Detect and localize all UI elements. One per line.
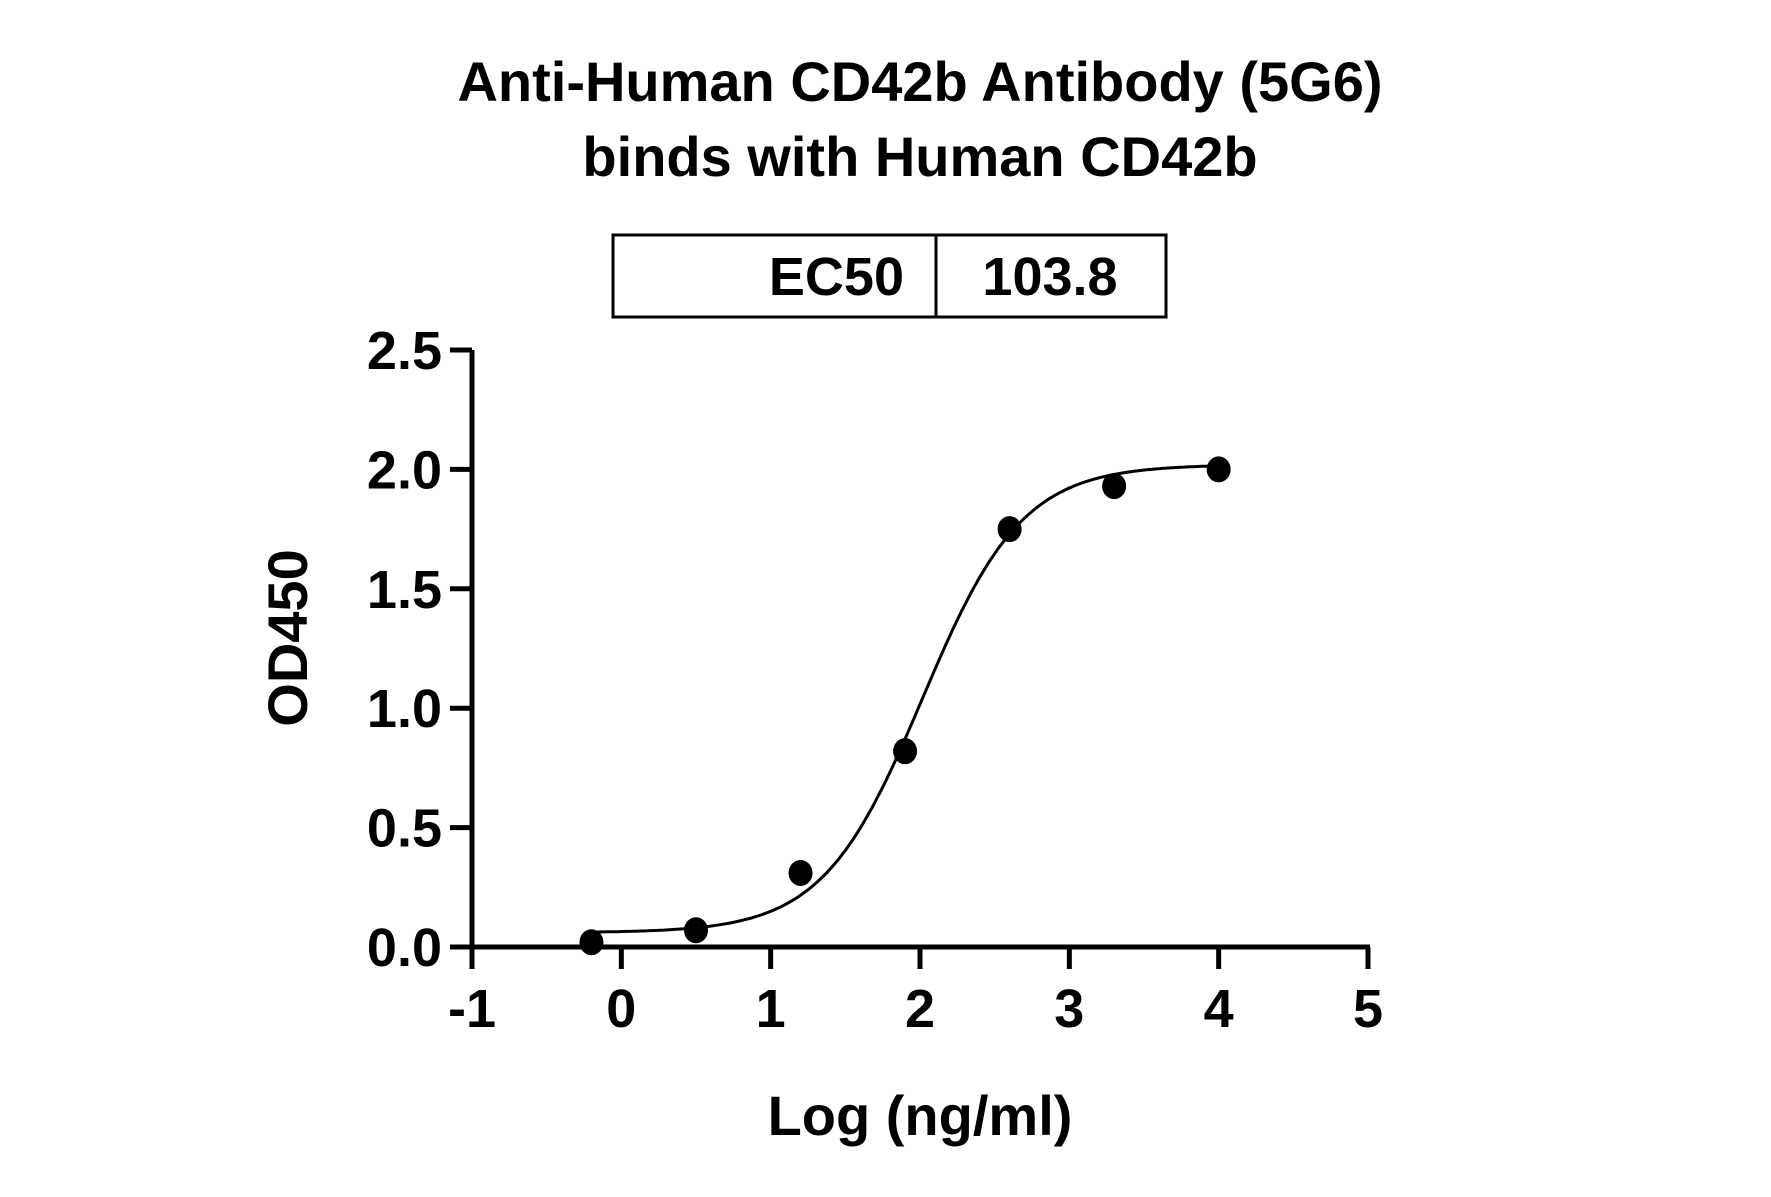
y-tick-label: 1.0: [367, 679, 442, 739]
y-tick-label: 2.5: [367, 321, 442, 381]
ec50-label: EC50: [769, 247, 904, 307]
data-point: [893, 738, 918, 765]
x-tick-label: 3: [1054, 979, 1084, 1039]
data-point: [579, 929, 604, 956]
x-tick-label: 1: [756, 979, 786, 1039]
y-axis-label: OD450: [256, 549, 319, 726]
data-point: [1102, 473, 1127, 500]
data-point: [1206, 456, 1231, 483]
y-tick-label: 2.0: [367, 440, 442, 500]
x-tick-label: 0: [606, 979, 636, 1039]
data-point: [997, 516, 1022, 543]
x-axis-label: Log (ng/ml): [768, 1084, 1073, 1147]
data-point: [684, 917, 708, 944]
chart-title-line-1: Anti-Human CD42b Antibody (5G6): [457, 50, 1382, 113]
y-tick-label: 1.5: [367, 560, 442, 620]
x-tick-label: 2: [905, 979, 935, 1039]
x-tick-label: -1: [448, 979, 496, 1039]
x-tick-label: 5: [1353, 979, 1383, 1039]
ec50-value: 103.8: [982, 247, 1117, 307]
ec50-table: EC50 103.8: [611, 233, 1168, 319]
chart-title-line-2: binds with Human CD42b: [582, 125, 1257, 188]
y-tick-label: 0.0: [367, 918, 442, 978]
x-tick-label: 4: [1204, 979, 1234, 1039]
data-point: [788, 859, 813, 886]
fit-curve: [591, 464, 1219, 934]
y-tick-label: 0.5: [367, 799, 442, 859]
